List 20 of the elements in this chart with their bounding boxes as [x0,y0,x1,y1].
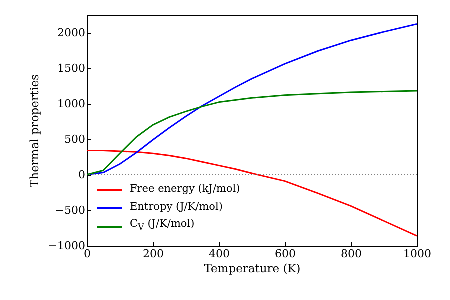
x-tick-label: 1000 [404,248,432,260]
x-axis-title: Temperature (K) [204,262,301,276]
line-series [87,90,417,176]
x-tick-label: 800 [341,248,362,260]
y-tick-label: 2000 [58,26,86,40]
y-axis-title: Thermal properties [27,74,42,188]
y-tick-label: 0 [78,168,86,182]
x-tick-label: 600 [275,248,296,260]
line-series [87,150,417,237]
y-tick-label: −1000 [48,240,86,252]
y-tick-label: 1000 [58,97,86,110]
y-tick-label: 1500 [58,62,86,75]
legend-label: C$_{V}$ (J/K/mol) [130,217,195,236]
legend-label: Entropy (J/K/mol) [130,200,223,215]
x-tick-label: 400 [209,248,230,260]
legend-label: Free energy (kJ/mol) [130,182,240,198]
x-tick-label: 200 [143,248,164,260]
y-tick-label: 500 [64,132,86,146]
line-series [87,23,417,176]
y-tick-label: −500 [55,204,86,217]
